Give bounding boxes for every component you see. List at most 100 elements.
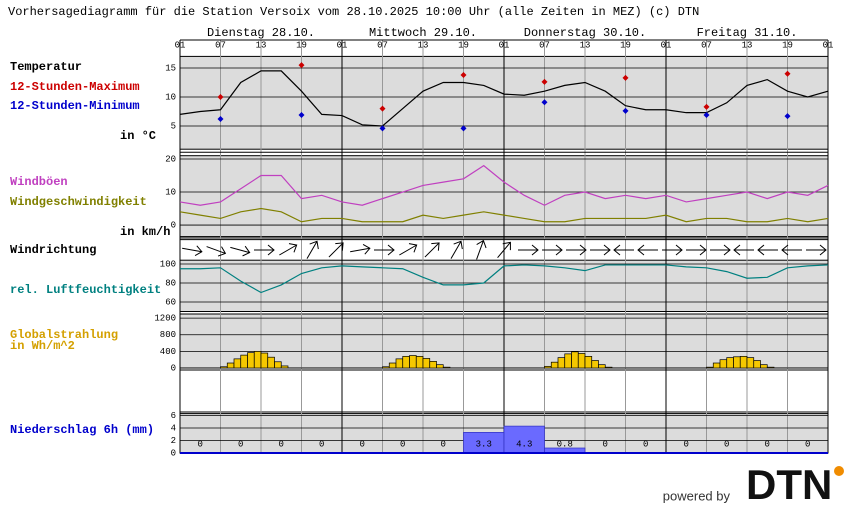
wind-arrow (613, 244, 634, 256)
wind-arrow (590, 244, 611, 256)
arrow-shape (424, 242, 440, 258)
arrow-shape (182, 245, 203, 257)
legend-label: Windböen (10, 175, 68, 189)
y-tick-label: 15 (165, 63, 176, 73)
arrow-shape (306, 240, 319, 259)
series-line (179, 207, 829, 223)
bar-label: 0 (724, 439, 729, 449)
x-tick-label: 01 (337, 40, 348, 50)
bar (739, 356, 748, 369)
arrow-shape (757, 244, 778, 256)
x-tick-label: 01 (499, 40, 510, 50)
wind-arrow (566, 244, 587, 256)
x-tick-label: 07 (377, 40, 388, 50)
panel-label: Niederschlag 6h (mm) (10, 423, 154, 437)
bar (557, 357, 566, 369)
x-tick-label: 19 (296, 40, 307, 50)
y-tick-label: 60 (165, 297, 176, 307)
y-tick-label: 100 (160, 259, 176, 269)
series-line (180, 264, 829, 294)
wind-arrow (518, 244, 539, 256)
bar (760, 364, 768, 369)
bar (220, 366, 228, 369)
arrow-shape (662, 244, 683, 256)
bar (274, 361, 282, 369)
bar (544, 365, 552, 369)
wind-arrow (374, 244, 395, 256)
bar (591, 360, 599, 369)
y-tick-label: 0 (171, 448, 176, 458)
wind-arrow (350, 243, 371, 255)
wind-arrow (206, 246, 227, 257)
point (784, 70, 791, 77)
wind-arrow (328, 242, 344, 258)
bar-label: 0 (400, 439, 405, 449)
wind-arrow (806, 244, 827, 256)
y-tick-label: 6 (171, 411, 176, 421)
wind-arrow (733, 244, 754, 256)
bar (436, 364, 444, 369)
y-tick-label: 20 (165, 154, 176, 164)
bar (442, 366, 451, 369)
bar-label: 0 (319, 439, 324, 449)
point (217, 116, 224, 123)
bar (429, 361, 437, 369)
wind-arrow (781, 244, 802, 256)
point (703, 111, 710, 118)
legend-label: rel. Luftfeuchtigkeit (10, 283, 161, 297)
bar (280, 365, 289, 369)
y-tick-label: 1200 (154, 314, 176, 324)
x-tick-label: 13 (580, 40, 591, 50)
arrow-shape (542, 244, 563, 256)
x-tick-label: 13 (742, 40, 753, 50)
bar (395, 358, 404, 369)
arrow-shape (781, 244, 802, 256)
bar (604, 366, 613, 369)
point (622, 107, 629, 114)
point (460, 71, 467, 78)
legend-label: 12-Stunden-Maximum (10, 80, 140, 94)
bar-label: 0 (603, 439, 608, 449)
point (784, 113, 791, 120)
wind-arrow (686, 244, 707, 256)
wind-arrow (710, 244, 731, 256)
legend-label: Windgeschwindigkeit (10, 195, 147, 209)
x-tick-label: 07 (539, 40, 550, 50)
point (541, 99, 548, 106)
day-label: Freitag 31.10. (697, 26, 798, 40)
point (703, 103, 710, 110)
wind-arrow (542, 244, 563, 256)
bar (422, 358, 431, 369)
point (541, 78, 548, 85)
wind-arrow (399, 243, 418, 256)
arrow-shape (399, 243, 418, 256)
y-tick-label: 0 (171, 220, 176, 230)
y-tick-label: 80 (165, 278, 176, 288)
point (622, 74, 629, 81)
arrow-shape (686, 244, 707, 256)
bar (260, 352, 269, 369)
bar (598, 364, 606, 369)
logo-dot (834, 466, 844, 476)
day-label: Mittwoch 29.10. (369, 26, 477, 40)
arrow-shape (254, 244, 275, 256)
bar (247, 352, 255, 369)
x-tick-label: 01 (823, 40, 834, 50)
bar (577, 353, 586, 369)
arrow-shape (450, 240, 463, 259)
y-tick-label: 800 (160, 330, 176, 340)
bar (584, 356, 593, 369)
wind-arrow (662, 244, 683, 256)
bar (382, 366, 390, 369)
bar (766, 366, 775, 369)
legend-label: 12-Stunden-Minimum (10, 99, 140, 113)
point (217, 94, 224, 100)
point (379, 125, 386, 132)
arrow-shape (733, 244, 754, 256)
bar (253, 351, 262, 369)
bar (706, 366, 714, 369)
arrow-shape (566, 244, 587, 256)
bar (746, 357, 755, 369)
panel-label: Globalstrahlung (10, 328, 118, 342)
